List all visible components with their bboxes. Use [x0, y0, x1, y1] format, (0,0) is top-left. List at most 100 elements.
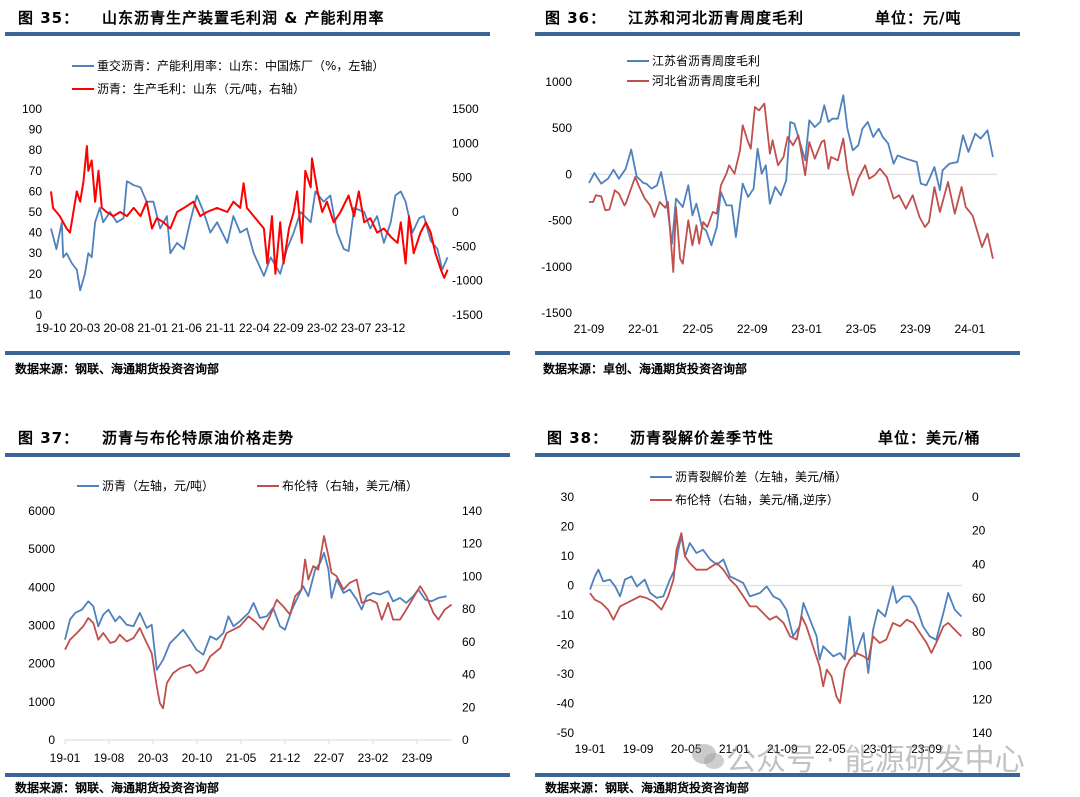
- y-tick-label: 100: [22, 102, 42, 116]
- y-tick-label: 30: [29, 246, 43, 260]
- y-tick-label: 2000: [28, 657, 55, 671]
- y2-tick-label: 100: [462, 569, 482, 583]
- legend-swatch: [650, 475, 672, 478]
- y2-tick-label: 140: [462, 504, 482, 518]
- y-tick-label: 40: [29, 226, 43, 240]
- y-tick-label: 90: [29, 123, 43, 137]
- x-tick-label: 22-09: [737, 322, 768, 336]
- header-rule: [5, 32, 490, 36]
- series-line-primary: [589, 535, 963, 674]
- x-tick-label: 23-02: [358, 751, 389, 765]
- source-note: 数据来源：钢联、海通期货投资咨询部: [15, 362, 220, 376]
- x-tick-label: 23-05: [846, 322, 877, 336]
- x-tick-label: 22-04: [239, 321, 270, 335]
- header-rule: [5, 453, 510, 457]
- y2-tick-label: -1000: [452, 274, 483, 288]
- x-tick-label: 19-01: [575, 742, 606, 756]
- x-tick-label: 22-01: [628, 322, 659, 336]
- figure-35-title: 山东沥青生产装置毛利润 & 产能利用率: [102, 9, 385, 27]
- series-line-secondary: [589, 532, 963, 704]
- y2-tick-label: 120: [972, 692, 992, 706]
- legend-item: 布伦特（右轴，美元/桶）: [257, 477, 418, 494]
- x-tick-label: 20-10: [182, 751, 213, 765]
- y-tick-label: 6000: [28, 504, 55, 518]
- y2-tick-label: 140: [972, 726, 992, 740]
- y-tick-label: 10: [561, 549, 575, 563]
- y-tick-label: 0: [565, 167, 572, 181]
- x-tick-label: 23-01: [863, 742, 894, 756]
- y2-tick-label: 80: [462, 602, 476, 616]
- y2-tick-label: -500: [452, 239, 476, 253]
- y-tick-label: 500: [552, 121, 572, 135]
- y2-tick-label: 0: [972, 490, 979, 504]
- y-tick-label: 50: [29, 205, 43, 219]
- legend-item: 沥青：生产毛利：山东（元/吨，右轴）: [72, 80, 305, 97]
- header-rule: [535, 32, 1020, 36]
- y2-tick-label: 60: [972, 591, 986, 605]
- figure-36-title: 江苏和河北沥青周度毛利: [628, 9, 805, 27]
- legend-label: 重交沥青：产能利用率：山东：中国炼厂（%，左轴）: [97, 59, 385, 73]
- x-tick-label: 22-07: [314, 751, 345, 765]
- watermark-text: 公众号 · 能源研发中心: [726, 743, 1025, 778]
- y-tick-label: -30: [557, 667, 575, 681]
- x-tick-label: 23-09: [911, 742, 942, 756]
- footer-rule: [535, 351, 1020, 355]
- x-tick-label: 22-05: [682, 322, 713, 336]
- legend-label: 沥青：生产毛利：山东（元/吨，右轴）: [97, 82, 306, 96]
- legend-swatch: [72, 87, 94, 90]
- y-tick-label: 1000: [28, 695, 55, 709]
- figure-36-number: 图 36：: [545, 9, 607, 27]
- header-rule: [535, 453, 1020, 457]
- series-line-primary: [588, 94, 994, 247]
- x-tick-label: 23-02: [307, 321, 338, 335]
- y-tick-label: 5000: [28, 542, 55, 556]
- x-tick-label: 21-01: [719, 742, 750, 756]
- x-tick-label: 23-09: [402, 751, 433, 765]
- y-tick-label: 70: [29, 164, 43, 178]
- y2-tick-label: -1500: [452, 308, 483, 322]
- figure-38-title: 沥青裂解价差季节性: [630, 429, 775, 447]
- legend-label: 沥青裂解价差（左轴，美元/桶）: [675, 470, 848, 484]
- x-tick-label: 24-01: [954, 322, 985, 336]
- wechat-icon: [692, 744, 724, 769]
- legend-label: 布伦特（右轴，美元/桶）: [282, 479, 419, 493]
- y-tick-label: 4000: [28, 580, 55, 594]
- y-tick-label: 0: [35, 308, 42, 322]
- x-tick-label: 23-07: [341, 321, 372, 335]
- y-tick-label: -20: [557, 638, 575, 652]
- x-tick-label: 21-01: [137, 321, 168, 335]
- y2-tick-label: 100: [972, 659, 992, 673]
- series-line-secondary: [50, 145, 449, 279]
- legend-swatch: [627, 59, 649, 62]
- y2-tick-label: 20: [972, 524, 986, 538]
- y2-tick-label: 40: [972, 557, 986, 571]
- y2-tick-label: 80: [972, 625, 986, 639]
- y2-tick-label: 0: [452, 205, 459, 219]
- legend-item: 重交沥青：产能利用率：山东：中国炼厂（%，左轴）: [72, 57, 384, 74]
- series-line-secondary: [589, 102, 994, 273]
- y2-tick-label: 120: [462, 537, 482, 551]
- y2-tick-label: 1500: [452, 102, 479, 116]
- y2-tick-label: 20: [462, 700, 476, 714]
- legend-item: 沥青（左轴，元/吨）: [77, 477, 214, 494]
- y-tick-label: -10: [557, 608, 575, 622]
- figure-38-number: 图 38：: [547, 429, 609, 447]
- legend-item: 河北省沥青周度毛利: [627, 72, 760, 89]
- y-tick-label: 0: [48, 733, 55, 747]
- legend-label: 沥青（左轴，元/吨）: [102, 479, 215, 493]
- watermark: 公众号 · 能源研发中心: [690, 735, 1025, 779]
- y-tick-label: 80: [29, 143, 43, 157]
- source-note: 数据来源：卓创、海通期货投资咨询部: [543, 362, 748, 376]
- source-note: 数据来源：钢联、海通期货投资咨询部: [545, 781, 750, 795]
- footer-rule: [5, 773, 510, 777]
- x-tick-label: 19-10: [36, 321, 67, 335]
- x-tick-label: 21-12: [270, 751, 301, 765]
- legend-label: 河北省沥青周度毛利: [652, 74, 761, 88]
- y-tick-label: 1000: [545, 75, 572, 89]
- legend-swatch: [77, 484, 99, 487]
- x-tick-label: 21-11: [206, 321, 236, 335]
- y2-tick-label: 1000: [452, 136, 479, 150]
- y-tick-label: 30: [561, 490, 575, 504]
- y-tick-label: 0: [567, 579, 574, 593]
